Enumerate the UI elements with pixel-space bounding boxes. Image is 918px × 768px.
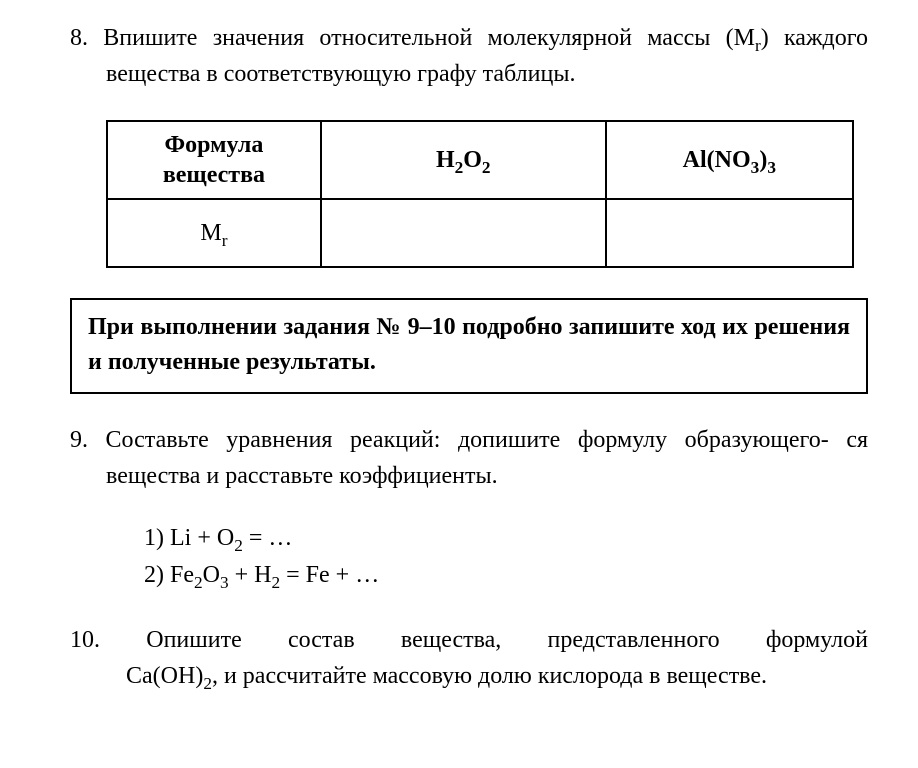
q10-line2: Ca(OH)2, и рассчитайте массовую долю кис… [70,658,868,694]
q9-eq2-d: = Fe + … [280,562,379,588]
q9-eq1-a: 1) Li + O [144,525,234,551]
q9-equations: 1) Li + O2 = … 2) Fe2O3 + H2 = Fe + … [144,520,868,594]
q9-eq1-b: = … [243,525,293,551]
question-8-number: 8. [70,25,88,51]
q8-table-mr-h2o2 [321,199,606,267]
question-10: 10. Опишите состав вещества, представлен… [70,622,868,694]
q9-eq2-a: 2) Fe [144,562,194,588]
question-9: 9. Составьте уравнения реакций: допишите… [70,422,868,494]
q8-th2-s1: 2 [455,158,464,177]
q8-th3-a: Al(NO [683,147,751,173]
q10-w2: состав [288,622,355,658]
q8-table: Формула вещества H2O2 Al(NO3)3 Mr [106,120,854,268]
q8-table-mr-alno33 [606,199,853,267]
q8-text-part1: Впишите значения относительной молекуляр… [103,25,755,51]
q8-th1-l1: Формула [165,132,264,158]
q10-l2s: 2 [203,674,212,693]
q9-eq1-s1: 2 [234,535,243,554]
q10-l2b: , и рассчитайте массовую долю кислорода … [212,663,767,689]
q8-mr-sub: r [222,230,228,249]
q10-w3: вещества, [401,622,501,658]
q10-line1: 10. Опишите состав вещества, представлен… [70,622,868,658]
instruction-box: При выполнении задания № 9–10 подробно з… [70,298,868,394]
question-10-number: 10. [70,622,100,658]
question-8-text: 8. Впишите значения относительной молеку… [70,20,868,92]
q8-text-part1b: ) [761,25,769,51]
question-9-text: 9. Составьте уравнения реакций: допишите… [70,422,868,494]
q9-eq2-s3: 2 [272,573,281,592]
q10-l2a: Ca(OH) [126,663,203,689]
instruction-line1: При выполнении задания № 9–10 подробно з… [88,314,748,340]
q8-th2-b: O [463,147,482,173]
q9-eq2: 2) Fe2O3 + H2 = Fe + … [144,557,868,594]
q9-eq2-b: O [203,562,220,588]
q8-table-header-formula: Формула вещества [107,121,321,199]
q10-w5: формулой [766,622,868,658]
question-8: 8. Впишите значения относительной молеку… [70,20,868,92]
q8-th2-s2: 2 [482,158,491,177]
q8-table-header-h2o2: H2O2 [321,121,606,199]
q8-mr-a: M [200,220,221,246]
q9-eq1: 1) Li + O2 = … [144,520,868,557]
q9-eq2-c: + H [229,562,272,588]
q8-table-header-alno33: Al(NO3)3 [606,121,853,199]
q9-text-l1: Составьте уравнения реакций: допишите фо… [106,427,829,453]
q8-th2-a: H [436,147,455,173]
q10-w1: Опишите [146,622,241,658]
q9-eq2-s1: 2 [194,573,203,592]
q8-th1-l2: вещества [163,162,265,188]
q9-eq2-s2: 3 [220,573,229,592]
q8-th3-s2: 3 [767,158,776,177]
q10-w4: представленного [548,622,720,658]
q8-table-mr-label: Mr [107,199,321,267]
question-9-number: 9. [70,427,88,453]
